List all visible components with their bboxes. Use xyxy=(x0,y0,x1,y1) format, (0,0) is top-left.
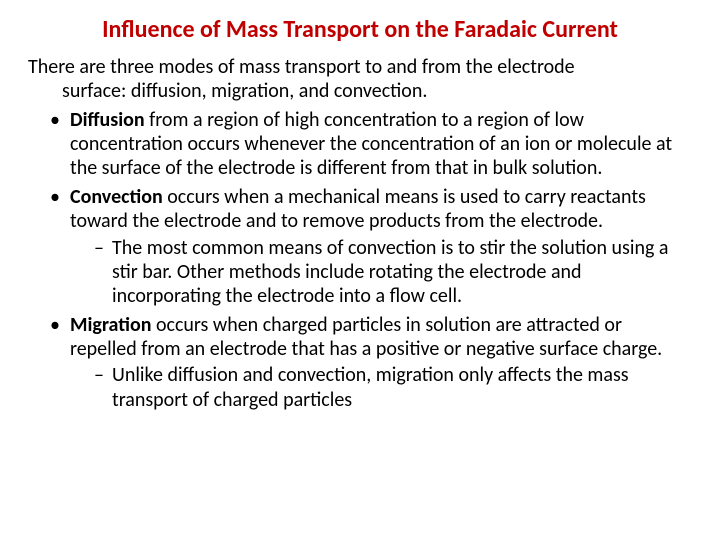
bullet-text: from a region of high concentration to a… xyxy=(70,108,672,181)
bullet-lead: Convection xyxy=(70,185,163,209)
bullet-lead: Diffusion xyxy=(70,108,145,132)
bullet-text: occurs when charged particles in solutio… xyxy=(70,313,662,361)
bullet-list: Diffusion from a region of high concentr… xyxy=(28,108,692,413)
bullet-migration: Migration occurs when charged particles … xyxy=(56,313,692,413)
sub-item: Unlike diffusion and convection, migrati… xyxy=(94,363,692,412)
intro-line-2: surface: diffusion, migration, and conve… xyxy=(28,79,692,103)
bullet-convection: Convection occurs when a mechanical mean… xyxy=(56,185,692,309)
slide: Influence of Mass Transport on the Farad… xyxy=(0,0,720,540)
intro-paragraph: There are three modes of mass transport … xyxy=(28,55,692,104)
sub-list: Unlike diffusion and convection, migrati… xyxy=(70,363,692,412)
bullet-lead: Migration xyxy=(70,313,151,337)
slide-title: Influence of Mass Transport on the Farad… xyxy=(28,16,692,45)
sub-item: The most common means of convection is t… xyxy=(94,236,692,309)
sub-list: The most common means of convection is t… xyxy=(70,236,692,309)
intro-line-1: There are three modes of mass transport … xyxy=(28,55,692,79)
slide-body: There are three modes of mass transport … xyxy=(28,55,692,412)
bullet-diffusion: Diffusion from a region of high concentr… xyxy=(56,108,692,181)
